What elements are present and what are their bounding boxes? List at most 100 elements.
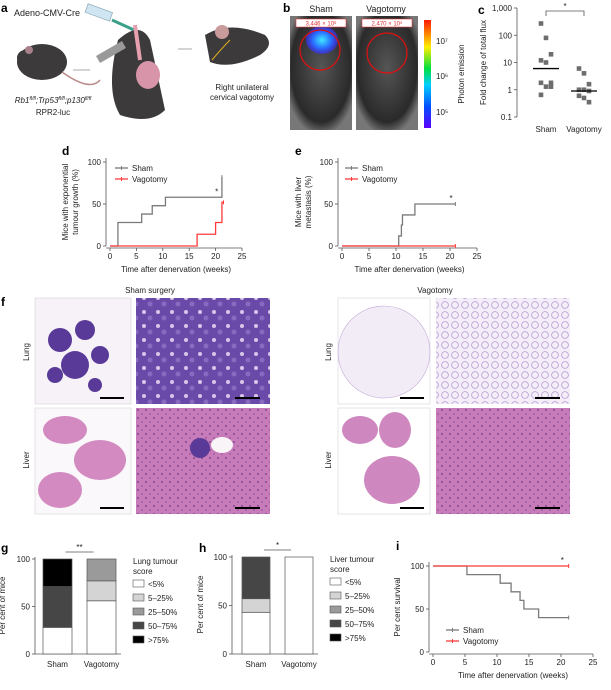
y-tick-label: 0 [420, 648, 425, 657]
bar-segment [284, 556, 314, 655]
legend-swatch [132, 621, 145, 630]
x-tick-label: 5 [463, 658, 468, 667]
significance-marker: * [450, 194, 453, 203]
row-label-lung: Lung [324, 343, 333, 361]
data-point [548, 84, 554, 89]
data-point [576, 66, 582, 71]
legend-label: Vagotomy [362, 175, 397, 184]
panel-label-e: e [295, 144, 302, 158]
y-axis-label: Mice with livermetastasis (%) [294, 175, 313, 228]
legend-label: >75% [345, 634, 366, 643]
panel-a-schematic: Adeno-CMV-Cre Right unilateral cervical … [14, 3, 274, 119]
x-tick-label: 15 [185, 252, 194, 261]
x-tick-label: 20 [446, 252, 455, 261]
y-tick-label: 100 [320, 158, 334, 167]
data-point [543, 60, 549, 65]
x-tick-label: 25 [589, 658, 598, 667]
series-line-sham [110, 177, 223, 247]
procedure-line-2: cervical vagotomy [210, 93, 274, 102]
genotype-label: Rb1fl/fl;Trp53fl/fl;p130fl/fl [15, 96, 92, 105]
x-tick-label: 10 [392, 252, 401, 261]
bar-segment [86, 580, 117, 602]
chart-h: 0 50 100 Per cent of mice Sham Vagotomy * Liver… [196, 541, 375, 669]
legend-label: 50–75% [345, 620, 374, 629]
significance-bracket [545, 10, 585, 16]
roi-circle [366, 32, 408, 74]
legend-label: <5% [148, 580, 164, 589]
data-point [538, 80, 544, 86]
data-point [538, 21, 544, 26]
significance-marker: ** [76, 543, 82, 552]
panel-label-a: a [1, 1, 8, 15]
panel-f-histology: Sham surgery Vagotomy Lung Liver Lung Li… [22, 286, 570, 515]
y-tick-label: 0.1 [501, 113, 513, 122]
panel-label-b: b [283, 1, 290, 15]
legend-title: Liver tumour [330, 555, 375, 564]
legend-swatch [132, 635, 145, 644]
bar-segment [42, 627, 73, 655]
data-point [543, 84, 549, 89]
y-tick-label: 100 [214, 553, 228, 562]
y-axis-label: Fold change of total flux [479, 20, 488, 105]
sham-lung-highmag-image [136, 298, 270, 404]
row-label-liver: Liver [22, 451, 31, 469]
legend-label: Vagotomy [132, 175, 167, 184]
x-tick-label: 0 [431, 658, 436, 667]
data-point [576, 93, 582, 99]
sham-lung-lowmag-image [34, 297, 132, 405]
procedure-line-1: Right unilateral [215, 83, 269, 92]
colorbar-tick: 10⁷ [436, 37, 448, 46]
panel-b-imaging: Sham Vagotomy 3.446 × 10⁶ 2.470 × 10⁵ 10… [290, 4, 466, 130]
legend-swatch [329, 591, 342, 600]
legend-swatch [329, 577, 342, 586]
x-category-label: Vagotomy [566, 125, 601, 134]
y-tick-label: 100 [88, 158, 102, 167]
data-point [538, 58, 544, 63]
y-tick-label: 50 [92, 200, 101, 209]
vagotomy-mouse-head-icon [205, 25, 269, 65]
bar-segment [42, 558, 73, 587]
data-point [548, 51, 554, 57]
y-axis-label: Per cent of mice [196, 575, 205, 633]
x-tick-label: 15 [525, 658, 534, 667]
y-tick-label: 1,000 [492, 4, 513, 13]
y-tick-label: 0 [329, 242, 334, 251]
chart-i: 0 50 100 Per cent survival 0 5 10 15 20 25 Time af… [393, 556, 598, 680]
y-axis-label: Per cent survival [393, 577, 402, 636]
legend-title: Lung tumour [133, 557, 178, 566]
panel-label-f: f [1, 295, 6, 309]
data-point [581, 71, 587, 76]
significance-marker: * [561, 556, 564, 565]
legend-label: Sham [362, 164, 383, 173]
y-tick-label: 50 [415, 605, 424, 614]
chart-c: 0.1 1 10 100 1,000 Fold change of total flux S… [479, 2, 602, 134]
y-tick-label: 0 [26, 650, 31, 659]
sham-liver-highmag-image [136, 408, 270, 514]
x-category-label: Vagotomy [281, 660, 316, 669]
series-line-sham [342, 203, 456, 247]
data-point [581, 87, 587, 93]
x-category-label: Sham [246, 660, 267, 669]
bar-segment [241, 611, 271, 655]
vagotomy-lung-highmag-image [436, 298, 570, 404]
data-point [581, 95, 587, 101]
roi-circle [299, 29, 341, 71]
bar-segment [241, 598, 271, 613]
panel-label-c: c [478, 3, 485, 17]
panel-label-h: h [199, 541, 206, 555]
x-category-label: Vagotomy [84, 660, 119, 669]
legend-label: Sham [132, 164, 153, 173]
data-point [576, 87, 582, 93]
legend-label: 5–25% [345, 592, 370, 601]
panel-label-g: g [1, 541, 8, 555]
row-label-liver: Liver [324, 451, 333, 469]
x-tick-label: 5 [134, 252, 139, 261]
data-point [548, 80, 554, 86]
significance-marker: * [276, 541, 279, 550]
x-tick-label: 25 [473, 252, 482, 261]
y-tick-label: 50 [324, 200, 333, 209]
series-line-sham [433, 565, 569, 619]
x-tick-label: 10 [493, 658, 502, 667]
significance-marker: * [563, 2, 566, 11]
